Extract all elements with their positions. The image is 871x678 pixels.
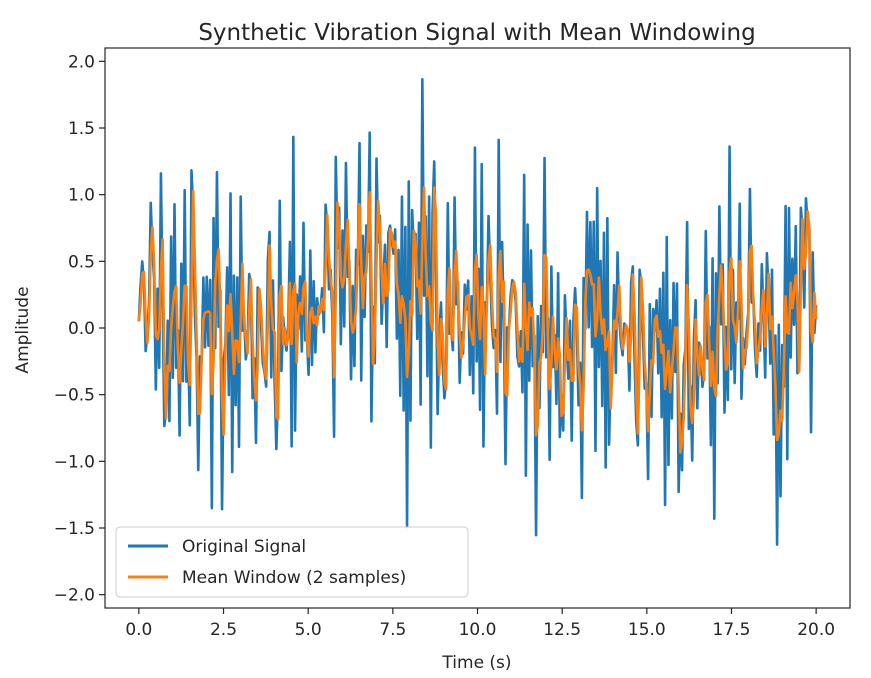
chart-title: Synthetic Vibration Signal with Mean Win…	[198, 20, 755, 46]
y-tick-label: −1.5	[54, 519, 95, 539]
x-axis: 0.0 2.5 5.0 7.5 10.0 12.5 15.0 17.5 20.0	[125, 608, 835, 640]
legend-box	[115, 526, 469, 598]
x-tick-label: 7.5	[379, 620, 406, 640]
x-tick-label: 10.0	[459, 620, 497, 640]
legend-label-mean-window: Mean Window (2 samples)	[182, 568, 406, 588]
x-tick-label: 15.0	[628, 620, 666, 640]
y-axis-label: Amplitude	[13, 286, 33, 373]
x-tick-label: 17.5	[713, 620, 751, 640]
y-tick-label: 1.0	[68, 186, 95, 206]
legend-label-original-signal: Original Signal	[182, 537, 306, 557]
legend: Original Signal Mean Window (2 samples)	[115, 526, 469, 598]
y-tick-label: −2.0	[54, 586, 95, 606]
y-tick-label: −0.5	[54, 386, 95, 406]
x-axis-label: Time (s)	[441, 653, 511, 673]
y-tick-label: 0.5	[68, 252, 95, 272]
y-tick-label: 1.5	[68, 119, 95, 139]
x-tick-label: 2.5	[210, 620, 237, 640]
x-tick-label: 5.0	[295, 620, 322, 640]
series-mean-window	[137, 186, 818, 454]
y-tick-label: 0.0	[68, 319, 95, 339]
x-tick-label: 20.0	[797, 620, 835, 640]
y-tick-label: 2.0	[68, 52, 95, 72]
series-layer	[137, 77, 818, 546]
y-tick-label: −1.0	[54, 452, 95, 472]
x-tick-label: 0.0	[125, 620, 152, 640]
x-tick-label: 12.5	[543, 620, 581, 640]
y-axis: −2.0 −1.5 −1.0 −0.5 0.0 0.5 1.0 1.5 2.0	[54, 52, 105, 606]
